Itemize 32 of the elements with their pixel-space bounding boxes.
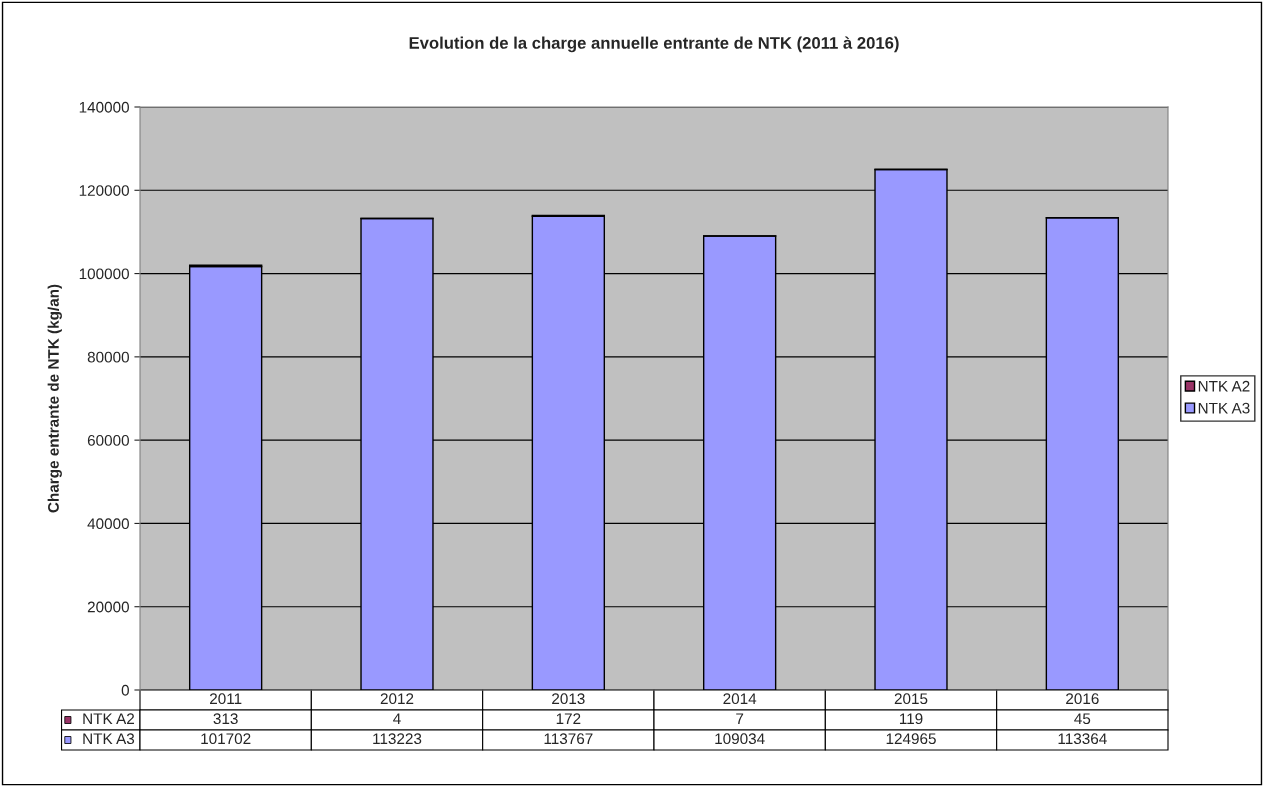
data-label: 4 — [393, 713, 401, 724]
data-label: 113364 — [1058, 733, 1107, 745]
x-tick-label: 2011 — [210, 693, 242, 705]
x-tick-label: 2014 — [723, 693, 757, 705]
data-label: 119 — [899, 713, 923, 725]
data-label: 45 — [1074, 713, 1091, 725]
y-tick-label: 0 — [121, 684, 129, 696]
data-label: 113767 — [544, 733, 593, 745]
data-label: 172 — [556, 713, 581, 724]
x-tick-label: 2015 — [894, 693, 928, 705]
x-tick-label: 2012 — [380, 693, 414, 705]
legend-label: NTK A3 — [83, 733, 135, 745]
data-label: 109034 — [715, 733, 765, 745]
y-tick-label: 60000 — [87, 435, 129, 446]
chart-title: Evolution de la charge annuelle entrante de NTK (2011 à 2016) — [409, 36, 899, 53]
data-label: 124965 — [886, 733, 936, 745]
y-tick-label: 40000 — [87, 518, 129, 530]
data-label: 113223 — [373, 733, 422, 745]
text: NTK A3 — [1198, 402, 1250, 414]
y-tick-label: 140000 — [79, 101, 129, 113]
y-tick-label: 20000 — [87, 601, 129, 613]
data-label: 7 — [736, 713, 744, 724]
y-tick-label: 120000 — [79, 185, 129, 196]
text: NTK A2 — [83, 713, 134, 724]
data-label: 101702 — [201, 733, 251, 745]
data-label: 313 — [213, 713, 238, 725]
y-tick-label: 100000 — [79, 268, 129, 280]
x-tick-label: 2016 — [1066, 693, 1099, 705]
y-axis-title: Charge entrante de NTK (kg/an) — [47, 284, 62, 513]
y-tick-label: 80000 — [87, 351, 129, 363]
x-tick-label: 2013 — [552, 693, 585, 705]
legend-label: NTK A2 — [1198, 380, 1250, 392]
